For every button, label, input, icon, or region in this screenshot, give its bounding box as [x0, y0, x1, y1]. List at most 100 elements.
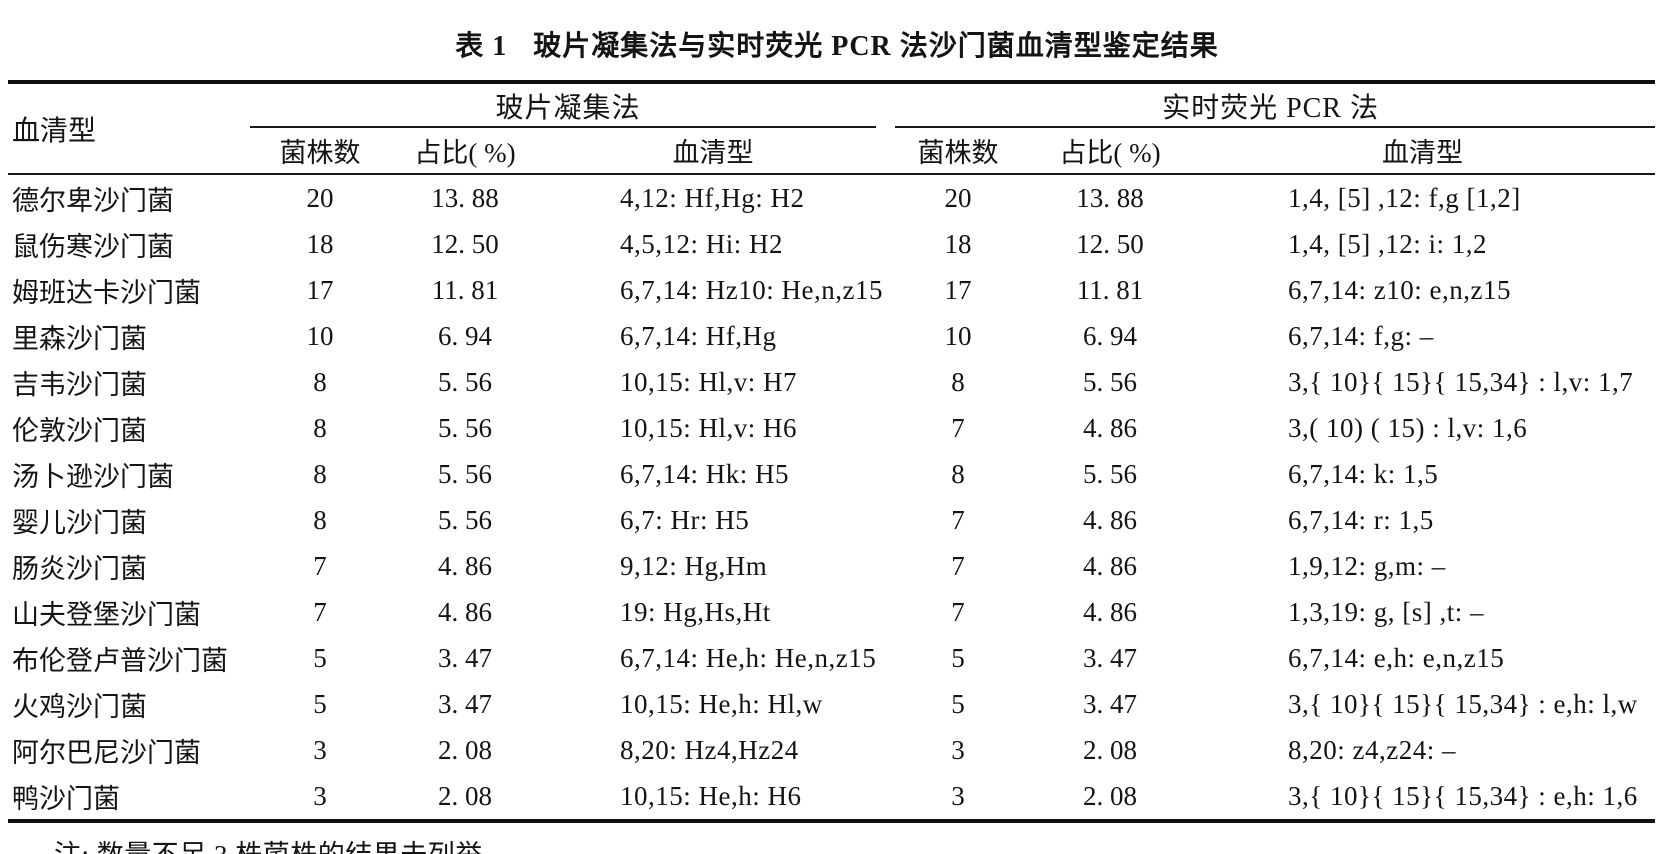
slide-serotype-formula: 6,7,14: Hz10: He,n,z15 [620, 274, 883, 305]
pcr-serotype-formula: 3,( 10) ( 15) : l,v: 1,6 [1288, 412, 1528, 443]
serotype-name: 德尔卑沙门菌 [12, 185, 174, 216]
slide-strain-count: 7 [313, 550, 327, 581]
pcr-strain-count: 18 [944, 228, 972, 259]
pcr-percentage: 3. 47 [1083, 642, 1138, 673]
pcr-percentage: 6. 94 [1083, 320, 1138, 351]
pcr-percentage: 5. 56 [1083, 366, 1138, 397]
slide-serotype-formula: 10,15: Hl,v: H6 [620, 412, 798, 443]
pcr-strain-count: 5 [951, 642, 965, 673]
pcr-strain-count: 10 [944, 320, 972, 351]
pcr-strain-count: 3 [951, 734, 965, 765]
pcr-serotype-formula: 8,20: z4,z24: – [1288, 734, 1457, 765]
slide-serotype-formula: 6,7,14: Hk: H5 [620, 458, 789, 489]
table-row: 姆班达卡沙门菌 17 11. 81 6,7,14: Hz10: He,n,z15… [8, 267, 1655, 313]
pcr-serotype-formula: 1,3,19: g, [s] ,t: – [1288, 596, 1485, 627]
slide-percentage: 4. 86 [438, 596, 492, 627]
pcr-percentage: 3. 47 [1083, 688, 1138, 719]
serotype-name: 山夫登堡沙门菌 [12, 599, 201, 630]
slide-percentage: 3. 47 [438, 688, 492, 719]
col-header-slide-serotype: 血清型 [540, 128, 887, 175]
pcr-strain-count: 8 [951, 458, 965, 489]
serotype-name: 布伦登卢普沙门菌 [12, 645, 228, 676]
slide-serotype-formula: 6,7,14: He,h: He,n,z15 [620, 642, 877, 673]
pcr-serotype-formula: 6,7,14: e,h: e,n,z15 [1288, 642, 1505, 673]
pcr-serotype-formula: 1,9,12: g,m: – [1288, 550, 1446, 581]
slide-serotype-formula: 4,12: Hf,Hg: H2 [620, 182, 805, 213]
slide-serotype-formula: 9,12: Hg,Hm [620, 550, 768, 581]
col-header-pcr-strain-count: 菌株数 [886, 128, 1031, 175]
table-footnote: 注: 数量不足 3 株菌株的结果未列举。 [54, 833, 1674, 854]
table-row: 布伦登卢普沙门菌 5 3. 47 6,7,14: He,h: He,n,z15 … [8, 635, 1655, 681]
table-row: 火鸡沙门菌 5 3. 47 10,15: He,h: Hl,w 5 3. 47 … [8, 681, 1655, 727]
table-row: 鼠伤寒沙门菌 18 12. 50 4,5,12: Hi: H2 18 12. 5… [8, 221, 1655, 267]
table-row: 伦敦沙门菌 8 5. 56 10,15: Hl,v: H6 7 4. 86 3,… [8, 405, 1655, 451]
table-row: 德尔卑沙门菌 20 13. 88 4,12: Hf,Hg: H2 20 13. … [8, 174, 1655, 221]
pcr-percentage: 2. 08 [1083, 734, 1138, 765]
slide-strain-count: 8 [313, 412, 327, 443]
table-row: 阿尔巴尼沙门菌 3 2. 08 8,20: Hz4,Hz24 3 2. 08 8… [8, 727, 1655, 773]
slide-strain-count: 20 [306, 182, 334, 213]
table-row: 鸭沙门菌 3 2. 08 10,15: He,h: H6 3 2. 08 3,{… [8, 773, 1655, 821]
pcr-serotype-formula: 3,{ 10}{ 15}{ 15,34} : l,v: 1,7 [1288, 366, 1634, 397]
pcr-strain-count: 7 [951, 596, 965, 627]
serotype-name: 婴儿沙门菌 [12, 507, 147, 538]
slide-strain-count: 17 [306, 274, 334, 305]
pcr-percentage: 11. 81 [1076, 274, 1144, 305]
pcr-serotype-formula: 3,{ 10}{ 15}{ 15,34} : e,h: 1,6 [1288, 780, 1638, 811]
serotype-name: 鸭沙门菌 [12, 783, 120, 814]
col-header-pcr-serotype: 血清型 [1190, 128, 1656, 175]
pcr-strain-count: 7 [951, 504, 965, 535]
table-body: 德尔卑沙门菌 20 13. 88 4,12: Hf,Hg: H2 20 13. … [8, 174, 1655, 821]
serotype-name: 火鸡沙门菌 [12, 691, 147, 722]
serotype-name: 阿尔巴尼沙门菌 [12, 737, 201, 768]
table-number-label: 表 1 [455, 31, 508, 62]
row-header-serotype: 血清型 [8, 82, 250, 175]
pcr-serotype-formula: 6,7,14: r: 1,5 [1288, 504, 1434, 535]
table-row: 吉韦沙门菌 8 5. 56 10,15: Hl,v: H7 8 5. 56 3,… [8, 359, 1655, 405]
pcr-strain-count: 7 [951, 412, 965, 443]
slide-serotype-formula: 4,5,12: Hi: H2 [620, 228, 784, 259]
pcr-strain-count: 17 [944, 274, 972, 305]
group-header-slide-agglutination: 玻片凝集法 [250, 82, 886, 128]
col-header-slide-strain-count: 菌株数 [250, 128, 390, 175]
slide-serotype-formula: 10,15: He,h: Hl,w [620, 688, 823, 719]
serotype-name: 伦敦沙门菌 [12, 415, 147, 446]
pcr-serotype-formula: 6,7,14: f,g: – [1288, 320, 1434, 351]
slide-percentage: 2. 08 [438, 780, 492, 811]
serotype-name: 里森沙门菌 [12, 323, 147, 354]
table-row: 山夫登堡沙门菌 7 4. 86 19: Hg,Hs,Ht 7 4. 86 1,3… [8, 589, 1655, 635]
slide-percentage: 5. 56 [438, 366, 492, 397]
table-title-text: 玻片凝集法与实时荧光 PCR 法沙门菌血清型鉴定结果 [533, 31, 1219, 62]
pcr-strain-count: 5 [951, 688, 965, 719]
pcr-percentage: 13. 88 [1076, 182, 1144, 213]
pcr-percentage: 4. 86 [1083, 504, 1138, 535]
slide-serotype-formula: 19: Hg,Hs,Ht [620, 596, 771, 627]
serotype-name: 肠炎沙门菌 [12, 553, 147, 584]
col-header-pcr-percentage: 占比( %) [1030, 128, 1191, 175]
slide-serotype-formula: 6,7,14: Hf,Hg [620, 320, 777, 351]
slide-strain-count: 8 [313, 504, 327, 535]
slide-percentage: 5. 56 [438, 412, 492, 443]
col-header-slide-percentage: 占比( %) [390, 128, 540, 175]
serotype-results-table: 血清型 玻片凝集法 实时荧光 PCR 法 菌株数 占比( %) 血清型 菌株数 … [8, 80, 1656, 823]
serotype-name: 汤卜逊沙门菌 [12, 461, 174, 492]
pcr-strain-count: 3 [951, 780, 965, 811]
slide-percentage: 12. 50 [431, 228, 499, 259]
slide-serotype-formula: 10,15: Hl,v: H7 [620, 366, 798, 397]
pcr-serotype-formula: 1,4, [5] ,12: f,g [1,2] [1288, 182, 1521, 213]
serotype-name: 吉韦沙门菌 [12, 369, 147, 400]
table-row: 汤卜逊沙门菌 8 5. 56 6,7,14: Hk: H5 8 5. 56 6,… [8, 451, 1655, 497]
slide-percentage: 3. 47 [438, 642, 492, 673]
pcr-serotype-formula: 6,7,14: k: 1,5 [1288, 458, 1439, 489]
table-row: 婴儿沙门菌 8 5. 56 6,7: Hr: H5 7 4. 86 6,7,14… [8, 497, 1655, 543]
table-header: 血清型 玻片凝集法 实时荧光 PCR 法 菌株数 占比( %) 血清型 菌株数 … [8, 82, 1656, 175]
slide-strain-count: 10 [306, 320, 334, 351]
pcr-strain-count: 7 [951, 550, 965, 581]
slide-percentage: 4. 86 [438, 550, 492, 581]
slide-strain-count: 5 [313, 688, 327, 719]
serotype-name: 姆班达卡沙门菌 [12, 277, 201, 308]
pcr-strain-count: 8 [951, 366, 965, 397]
pcr-percentage: 5. 56 [1083, 458, 1138, 489]
slide-serotype-formula: 10,15: He,h: H6 [620, 780, 802, 811]
